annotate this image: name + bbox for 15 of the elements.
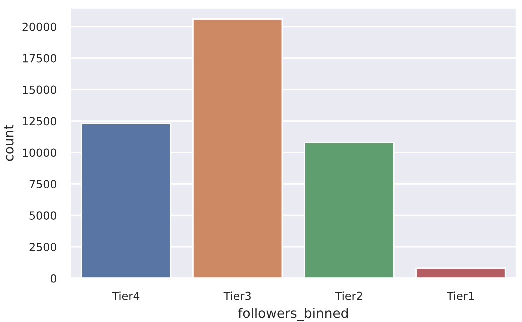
x-tick-label: Tier2 — [335, 292, 362, 300]
y-tick-label: 20000 — [22, 22, 57, 32]
y-tick-label: 17500 — [23, 54, 57, 63]
y-tick-label: 0 — [50, 274, 57, 283]
x-tick-label: Tier3 — [224, 292, 251, 300]
x-axis-title: followers_binned — [238, 308, 348, 322]
y-axis-title: count — [4, 124, 14, 162]
x-tick-label: Tier4 — [112, 292, 140, 300]
y-tick-label: 15000 — [23, 86, 57, 94]
y-tick-label: 7500 — [30, 180, 57, 189]
y-tick-label: 10000 — [23, 148, 57, 158]
y-tick-label: 12500 — [23, 117, 57, 126]
y-tick-label: 2500 — [30, 243, 57, 252]
y-tick-label: 5000 — [30, 212, 57, 220]
x-tick-label: Tier1 — [446, 292, 474, 300]
